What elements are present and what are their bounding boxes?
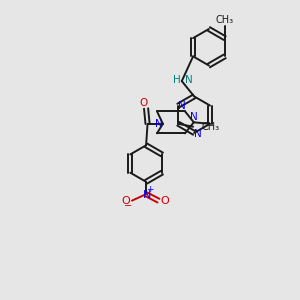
- Text: O: O: [122, 196, 130, 206]
- Text: N: N: [142, 190, 151, 200]
- Text: +: +: [146, 185, 154, 194]
- Text: O: O: [140, 98, 148, 108]
- Text: N: N: [190, 112, 198, 122]
- Text: N: N: [194, 129, 202, 140]
- Text: CH₃: CH₃: [216, 15, 234, 26]
- Text: N: N: [178, 100, 186, 110]
- Text: −: −: [124, 201, 132, 211]
- Text: H: H: [172, 75, 180, 85]
- Text: O: O: [160, 196, 169, 206]
- Text: CH₃: CH₃: [201, 122, 219, 132]
- Text: N: N: [185, 75, 193, 85]
- Text: N: N: [154, 119, 162, 129]
